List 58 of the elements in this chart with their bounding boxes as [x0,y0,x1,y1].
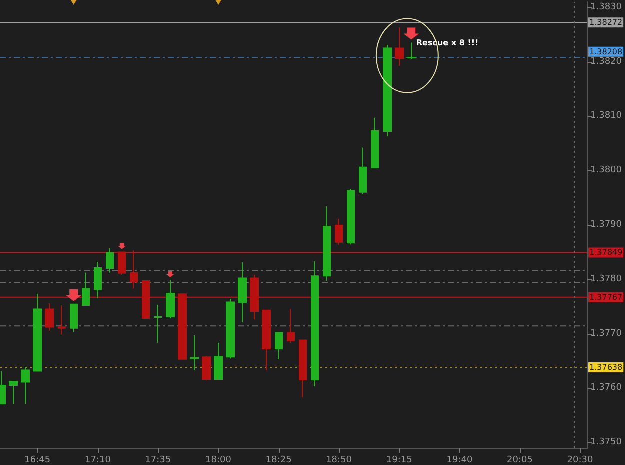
y-tick-label: 1.3770 [590,328,622,339]
x-tick-label: 20:30 [567,456,594,465]
candlestick [262,310,271,371]
candlestick [190,334,199,371]
candlestick [142,280,150,320]
ref-line-label: 1.38272 [590,18,623,28]
candlestick [287,308,295,344]
x-tick-label: 18:25 [266,456,292,465]
x-tick-label: 16:45 [24,456,51,465]
y-tick-label: 1.3750 [590,438,622,448]
candlestick [359,147,367,196]
y-tick-label: 1.3780 [590,274,622,284]
candlestick [347,188,355,246]
candlestick [21,366,30,404]
candlestick [323,206,331,282]
candlestick [226,298,235,360]
ref-line-label: 1.38208 [590,47,623,56]
candlestick [202,356,211,382]
candlestick [45,302,54,332]
y-tick-label: 1.3830 [590,2,622,12]
x-tick-label: 18:00 [206,456,232,465]
y-tick-label: 1.3800 [590,166,622,176]
candlestick [335,218,343,246]
candlestick [82,272,90,306]
ref-line-label: 1.37849 [590,248,623,258]
x-tick-label: 17:35 [145,456,172,465]
candlestick [238,262,247,323]
candlestick [130,250,138,290]
y-tick-label: 1.3810 [590,111,622,122]
y-tick-label: 1.3820 [590,56,622,67]
candlestick [371,117,379,168]
candlestick [383,44,392,137]
x-tick-label: 19:15 [386,456,412,465]
candlestick [118,252,126,276]
ref-line-label: 1.37638 [590,363,623,372]
candlestick [58,305,66,336]
candlestick [214,342,223,380]
candlestick [275,332,283,360]
x-tick-label: 20:05 [506,456,533,465]
candlestick [154,304,162,344]
candlestick [70,304,78,333]
candlestick [299,340,307,398]
candlestick [395,27,404,67]
candlestick [9,381,18,404]
candlestick [94,261,102,299]
candlestick [106,248,114,274]
y-tick-label: 1.3790 [590,220,622,230]
candlestick [311,260,319,388]
y-tick-label: 1.3760 [590,383,622,394]
candlestick [407,42,416,60]
ref-line-label: 1.37767 [590,292,623,302]
x-tick-label: 19:40 [446,456,473,465]
x-tick-label: 18:50 [326,456,352,465]
candlestick [166,280,175,320]
x-tick-label: 17:10 [85,456,112,465]
candlestick [33,294,42,372]
candlestick [178,294,187,360]
candlestick [250,274,259,320]
